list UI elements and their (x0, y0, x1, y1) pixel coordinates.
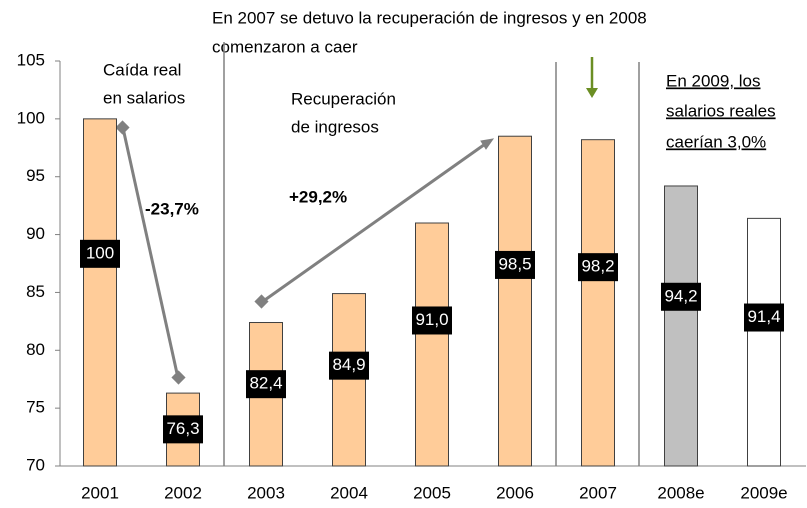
value-label-box (329, 351, 369, 380)
x-tick-label: 2003 (247, 483, 285, 502)
x-tick-label: 2009e (740, 483, 787, 502)
value-label-box (495, 250, 535, 279)
y-tick-label: 80 (26, 340, 45, 359)
x-tick-label: 2004 (330, 483, 368, 502)
bar (332, 293, 366, 467)
annotation: Caída real (103, 60, 181, 79)
annotation: Recuperación (291, 89, 396, 108)
bar (415, 222, 449, 467)
y-tick-label: 70 (26, 455, 45, 474)
annotation: -23,7% (145, 199, 199, 218)
bar (83, 118, 117, 467)
value-label-box (578, 253, 618, 282)
value-label: 94,2 (664, 286, 697, 305)
annotation: +29,2% (289, 187, 347, 206)
y-tick-label: 95 (26, 166, 45, 185)
x-tick-label: 2008e (657, 483, 704, 502)
value-label: 100 (86, 243, 114, 262)
x-tick-label: 2002 (164, 483, 202, 502)
y-tick-label: 85 (26, 282, 45, 301)
arrow (586, 57, 598, 98)
x-tick-label: 2005 (413, 483, 451, 502)
chart-title: En 2007 se detuvo la recuperación de ing… (212, 8, 647, 27)
value-label: 91,4 (747, 307, 780, 326)
annotation: salarios reales (666, 101, 776, 120)
annotation: caerían 3,0% (666, 132, 766, 151)
x-tick-label: 2001 (81, 483, 119, 502)
value-label-box (412, 306, 452, 335)
x-tick-label: 2006 (496, 483, 534, 502)
value-label-box (80, 239, 120, 268)
bar (664, 185, 698, 467)
x-tick-label: 2007 (579, 483, 617, 502)
value-label: 84,9 (332, 355, 365, 374)
value-label-box (661, 282, 701, 311)
y-tick-label: 90 (26, 224, 45, 243)
annotation: en salarios (103, 88, 185, 107)
annotation: En 2009, los (666, 71, 761, 90)
y-tick-label: 100 (17, 108, 45, 127)
value-label-box (163, 415, 203, 444)
value-label: 76,3 (166, 419, 199, 438)
chart-title: comenzaron a caer (212, 37, 358, 56)
value-label-box (744, 303, 784, 332)
value-label: 91,0 (415, 310, 448, 329)
bar (581, 139, 615, 467)
value-label: 82,4 (249, 374, 282, 393)
y-tick-label: 105 (17, 50, 45, 69)
annotation: de ingresos (291, 117, 379, 136)
value-label: 98,2 (581, 257, 614, 276)
bar (498, 135, 532, 467)
value-label: 98,5 (498, 254, 531, 273)
value-label-box (246, 370, 286, 399)
arrow (115, 120, 495, 385)
bar (747, 217, 781, 467)
y-tick-label: 75 (26, 398, 45, 417)
